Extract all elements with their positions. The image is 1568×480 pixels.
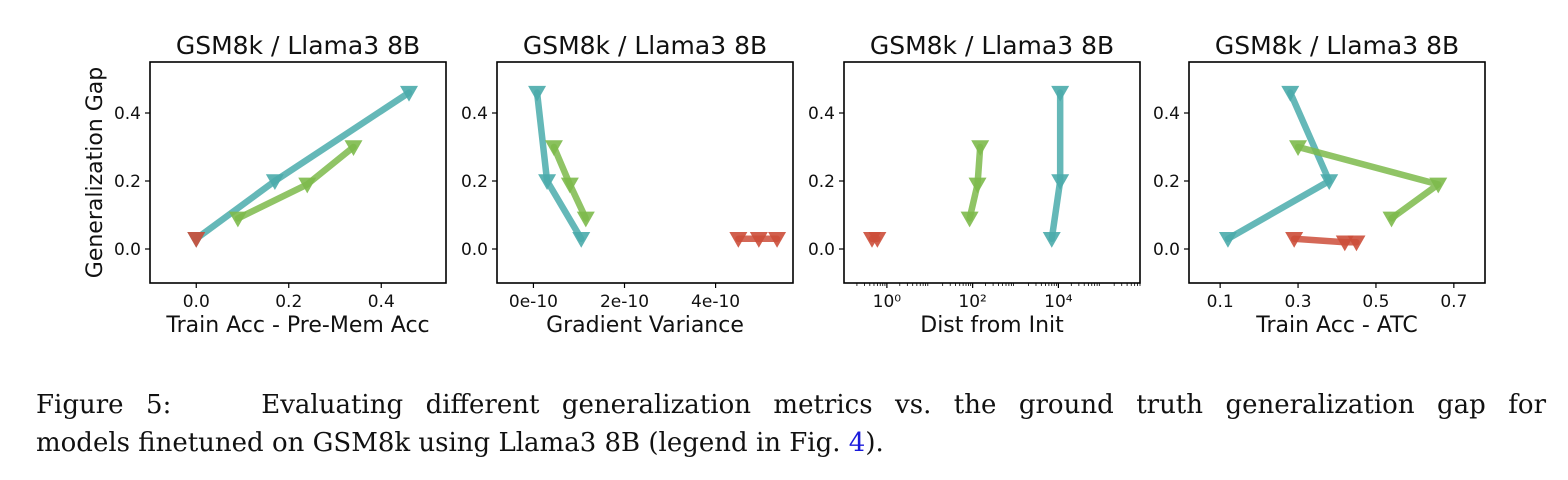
y-tick-label: 0.4 — [461, 104, 488, 124]
x-tick-label: 10⁰ — [873, 292, 902, 312]
series-line — [234, 143, 357, 222]
data-point-marker — [1218, 232, 1237, 248]
caption-line-1: Figure 5: Evaluating different generaliz… — [36, 386, 1546, 424]
data-point-marker — [1042, 232, 1061, 248]
x-tick-label: 0.7 — [1440, 292, 1467, 312]
data-point-marker — [1051, 174, 1070, 190]
y-tick-label: 0.4 — [114, 104, 141, 124]
series-1 — [187, 85, 418, 248]
x-tick-label: 0e-10 — [509, 292, 558, 312]
x-tick-label: 0.0 — [183, 292, 210, 312]
chart-panel-1: GSM8k / Llama3 8B0.00.20.40.0 0.2 0.4Train… — [83, 31, 447, 338]
data-point-marker — [344, 140, 363, 156]
data-point-marker — [576, 211, 595, 228]
data-point-marker — [400, 85, 418, 102]
x-tick-label: 0.2 — [275, 292, 302, 312]
data-point-marker — [1347, 235, 1366, 252]
series-line — [193, 89, 413, 243]
x-tick-label: 2e-10 — [600, 292, 649, 312]
data-point-marker — [298, 177, 317, 194]
y-tick-label: 0.2 — [114, 172, 141, 192]
data-point-marker — [265, 174, 284, 190]
chart-title: GSM8k / Llama3 8B — [1215, 31, 1459, 60]
data-point-marker — [1051, 85, 1070, 102]
series-3 — [1285, 232, 1366, 252]
data-point-marker — [228, 211, 247, 228]
data-point-marker — [960, 211, 979, 228]
series-2 — [544, 140, 595, 228]
chart-title: GSM8k / Llama3 8B — [870, 31, 1114, 60]
y-tick-label: 0.0 — [461, 240, 488, 260]
data-point-marker — [1320, 174, 1339, 190]
data-point-marker — [971, 140, 990, 156]
data-point-marker — [1429, 177, 1448, 194]
y-tick-label: 0.4 — [808, 104, 835, 124]
data-point-marker — [1289, 140, 1308, 156]
y-axis-label: Generalization Gap — [83, 67, 108, 278]
data-point-marker — [729, 232, 748, 248]
x-axis-label: Dist from Init — [920, 313, 1064, 338]
plot-frame — [843, 61, 1141, 284]
series-1 — [528, 85, 591, 248]
caption-text-2: models finetuned on GSM8k using Llama3 8… — [36, 428, 849, 458]
y-tick-label: 0.0 — [114, 240, 141, 260]
data-point-marker — [868, 232, 887, 248]
y-tick-label: 0.4 — [1153, 104, 1180, 124]
series-2 — [1289, 140, 1448, 228]
figure-charts: GSM8k / Llama3 8B0.00.20.40.0 0.2 0.4Train… — [83, 31, 1486, 338]
y-tick-label: 0.0 — [1153, 240, 1180, 260]
figure-caption: Figure 5: Evaluating different generaliz… — [36, 386, 1546, 462]
x-tick-label: 0.5 — [1362, 292, 1389, 312]
series-3 — [187, 232, 206, 248]
x-tick-label: 10⁴ — [1044, 292, 1073, 312]
data-point-marker — [1335, 235, 1354, 252]
data-point-marker — [187, 232, 206, 248]
y-tick-label: 0.2 — [808, 172, 835, 192]
x-tick-label: 0.1 — [1207, 292, 1234, 312]
data-point-marker — [1281, 85, 1300, 102]
chart-panel-2: GSM8k / Llama3 8B 0.0 0.2 0.4 0e-10 2e-10 4e-1… — [461, 31, 794, 338]
data-point-marker — [1382, 211, 1401, 228]
x-axis-label: Gradient Variance — [546, 313, 744, 338]
figure-reference-link[interactable]: 4 — [848, 428, 866, 458]
series-2 — [228, 140, 363, 228]
x-axis-label: Train Acc - Pre-Mem Acc — [165, 313, 429, 338]
caption-text-1: Evaluating different generalization metr… — [261, 390, 1546, 420]
data-point-marker — [968, 177, 987, 194]
series-line — [1048, 89, 1064, 243]
data-point-marker — [538, 174, 557, 190]
caption-text-3: ). — [865, 428, 884, 458]
data-point-marker — [560, 177, 579, 194]
y-tick-label: 0.2 — [1153, 172, 1180, 192]
x-tick-label: 4e-10 — [691, 292, 740, 312]
data-point-marker — [572, 232, 591, 248]
data-point-marker — [749, 232, 768, 248]
plot-frame — [1188, 61, 1486, 284]
series-2 — [960, 140, 990, 228]
series-3 — [729, 232, 787, 248]
x-tick-label: 0.4 — [368, 292, 395, 312]
data-point-marker — [544, 140, 563, 156]
data-point-marker — [528, 85, 547, 102]
x-tick-label: 10² — [958, 292, 986, 312]
x-tick-label: 0.3 — [1285, 292, 1312, 312]
series-3 — [863, 232, 887, 248]
plot-frame — [149, 61, 447, 284]
caption-line-2: models finetuned on GSM8k using Llama3 8… — [36, 424, 1546, 462]
y-tick-label: 0.2 — [461, 172, 488, 192]
chart-title: GSM8k / Llama3 8B — [523, 31, 767, 60]
x-axis-label: Train Acc - ATC — [1255, 313, 1417, 338]
chart-title: GSM8k / Llama3 8B — [176, 31, 420, 60]
caption-label: Figure 5: — [36, 390, 172, 420]
series-1 — [1218, 85, 1339, 248]
chart-panel-3: GSM8k / Llama3 8B 0.0 0.2 0.4 10⁰ 10² 10⁴Dist … — [808, 31, 1141, 338]
y-tick-label: 0.0 — [808, 240, 835, 260]
series-line — [1224, 89, 1333, 243]
plot-frame — [496, 61, 794, 284]
chart-panel-4: GSM8k / Llama3 8B 0.0 0.2 0.4 0.1 0.3 0.5 0.7 Tr… — [1153, 31, 1486, 338]
series-1 — [1042, 85, 1070, 248]
data-point-marker — [1285, 232, 1304, 248]
data-point-marker — [768, 232, 787, 248]
